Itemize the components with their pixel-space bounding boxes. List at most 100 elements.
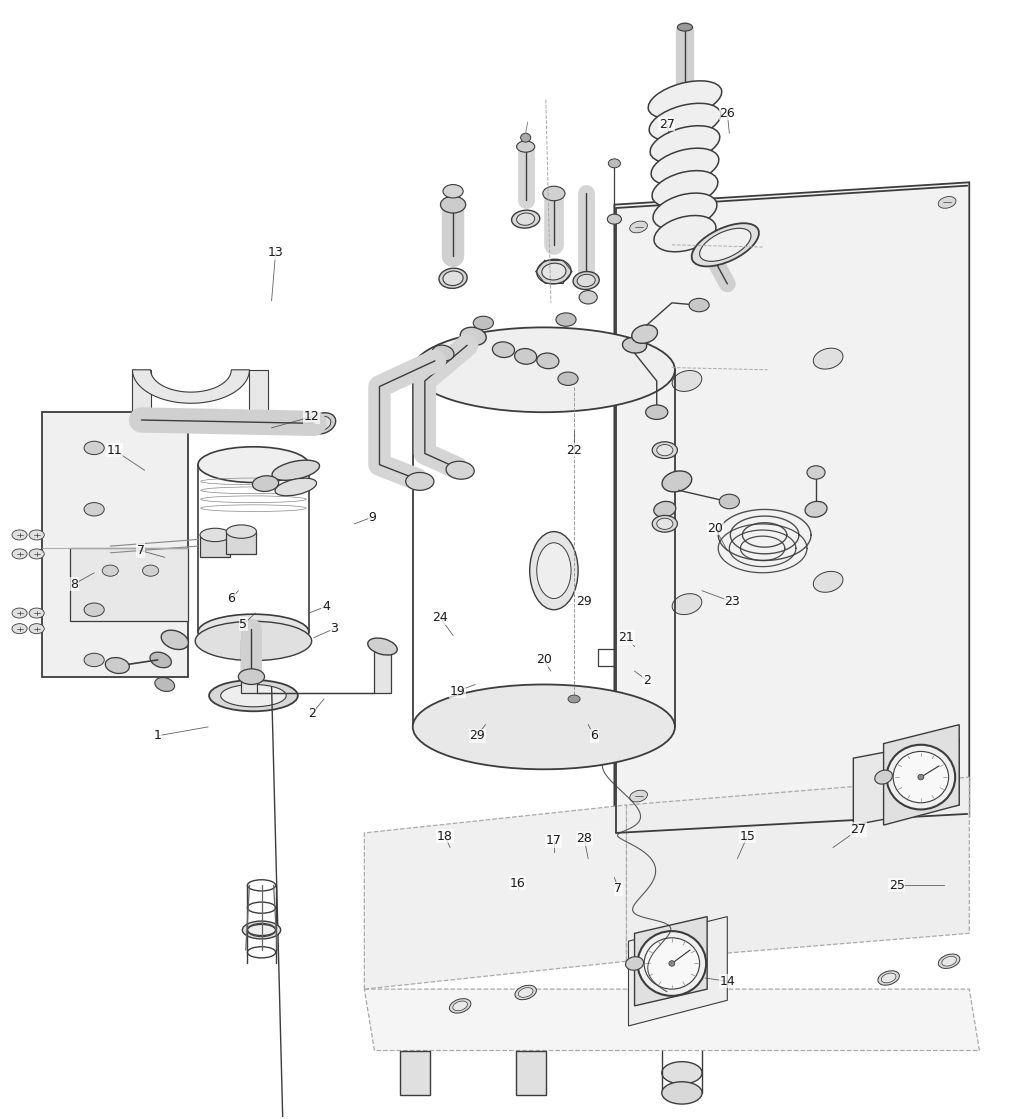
Ellipse shape (473, 317, 493, 330)
Text: 24: 24 (432, 611, 448, 624)
Ellipse shape (220, 685, 286, 707)
Polygon shape (615, 182, 970, 836)
Ellipse shape (12, 608, 27, 618)
Ellipse shape (105, 658, 129, 674)
Text: 15: 15 (739, 830, 755, 843)
Ellipse shape (405, 472, 434, 490)
Text: 3: 3 (331, 622, 338, 636)
Ellipse shape (29, 608, 44, 618)
Ellipse shape (719, 495, 739, 509)
Ellipse shape (198, 446, 309, 482)
Ellipse shape (556, 313, 576, 327)
Ellipse shape (542, 263, 566, 280)
Text: 7: 7 (136, 544, 145, 557)
Polygon shape (242, 640, 390, 694)
Ellipse shape (813, 348, 843, 369)
Ellipse shape (938, 955, 959, 968)
Polygon shape (364, 989, 980, 1051)
Ellipse shape (630, 790, 647, 802)
Ellipse shape (432, 345, 454, 361)
Text: 11: 11 (106, 443, 122, 457)
Ellipse shape (12, 530, 27, 540)
Text: 7: 7 (615, 882, 623, 895)
Ellipse shape (412, 328, 675, 412)
Ellipse shape (439, 269, 467, 289)
Ellipse shape (878, 971, 900, 985)
Ellipse shape (672, 370, 702, 392)
Ellipse shape (161, 630, 188, 649)
Ellipse shape (573, 272, 600, 290)
Text: 28: 28 (576, 833, 592, 845)
Ellipse shape (662, 1082, 702, 1104)
Ellipse shape (653, 194, 717, 229)
Text: 29: 29 (576, 595, 592, 609)
Polygon shape (516, 1051, 546, 1096)
Ellipse shape (460, 327, 486, 346)
Ellipse shape (677, 23, 693, 31)
Ellipse shape (577, 274, 595, 286)
Ellipse shape (608, 214, 622, 224)
Text: 12: 12 (304, 411, 319, 423)
Polygon shape (399, 1051, 430, 1096)
Text: 18: 18 (437, 830, 453, 843)
Ellipse shape (887, 745, 955, 809)
Ellipse shape (813, 572, 843, 592)
Ellipse shape (650, 125, 720, 163)
Ellipse shape (805, 501, 827, 517)
Text: 4: 4 (323, 600, 330, 613)
Ellipse shape (443, 271, 463, 285)
Text: 21: 21 (619, 631, 634, 645)
Ellipse shape (143, 565, 159, 576)
Ellipse shape (198, 614, 309, 650)
Ellipse shape (521, 133, 531, 142)
Ellipse shape (654, 501, 675, 517)
Ellipse shape (626, 957, 644, 970)
Ellipse shape (308, 413, 336, 434)
Ellipse shape (654, 216, 716, 252)
Text: 2: 2 (643, 674, 651, 687)
Ellipse shape (517, 213, 535, 225)
Text: 17: 17 (546, 834, 562, 847)
Polygon shape (132, 369, 250, 403)
Ellipse shape (84, 653, 104, 667)
Ellipse shape (700, 228, 751, 262)
Ellipse shape (537, 543, 571, 599)
Ellipse shape (515, 348, 537, 365)
Polygon shape (70, 548, 188, 621)
Text: 25: 25 (889, 878, 905, 892)
Ellipse shape (623, 338, 647, 354)
Ellipse shape (155, 677, 175, 692)
Ellipse shape (272, 460, 319, 480)
Polygon shape (629, 916, 727, 1026)
Text: 1: 1 (154, 730, 162, 742)
Text: 26: 26 (720, 106, 735, 120)
Text: 29: 29 (469, 730, 485, 742)
Ellipse shape (669, 961, 675, 966)
Ellipse shape (209, 680, 298, 712)
Ellipse shape (651, 148, 719, 186)
Ellipse shape (368, 638, 397, 655)
Ellipse shape (893, 752, 948, 802)
Ellipse shape (630, 222, 647, 233)
Ellipse shape (512, 210, 540, 228)
Ellipse shape (646, 405, 668, 420)
Text: 2: 2 (308, 707, 315, 720)
Ellipse shape (275, 478, 316, 496)
Text: 27: 27 (850, 824, 866, 836)
Polygon shape (635, 916, 707, 1006)
Polygon shape (853, 739, 959, 825)
Ellipse shape (662, 1062, 702, 1084)
Polygon shape (627, 777, 970, 961)
Text: 8: 8 (70, 577, 78, 591)
Ellipse shape (558, 372, 578, 385)
Ellipse shape (446, 461, 474, 479)
Ellipse shape (517, 141, 535, 152)
Ellipse shape (84, 441, 104, 454)
Ellipse shape (12, 623, 27, 633)
Ellipse shape (537, 260, 571, 284)
Ellipse shape (568, 695, 580, 703)
Ellipse shape (632, 325, 657, 344)
Ellipse shape (200, 528, 231, 542)
Ellipse shape (942, 957, 956, 966)
Ellipse shape (657, 518, 673, 529)
